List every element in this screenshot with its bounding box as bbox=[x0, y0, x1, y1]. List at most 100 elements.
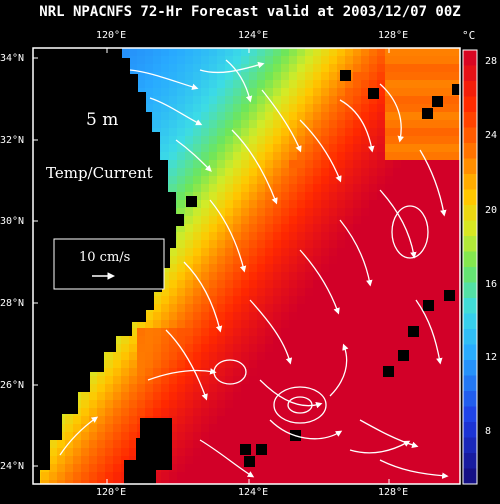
axis-ticks bbox=[33, 48, 390, 484]
colorbar-cell-5 bbox=[463, 112, 477, 128]
colorbar-tick-8: 8 bbox=[485, 426, 492, 437]
streamline-6 bbox=[299, 119, 342, 183]
colorbar-cell-7 bbox=[463, 143, 477, 159]
colorbar-cell-10 bbox=[463, 189, 477, 206]
streamline-2 bbox=[149, 97, 203, 126]
island-9 bbox=[408, 326, 419, 337]
x-tick-top-3: 128°E bbox=[378, 30, 409, 41]
colorbar-cell-8 bbox=[463, 158, 477, 175]
island-1 bbox=[340, 70, 351, 81]
colorbar-cell-4 bbox=[463, 96, 477, 113]
streamline-25 bbox=[415, 299, 443, 365]
colorbar-cell-2 bbox=[463, 65, 477, 82]
y-tick-5: 26°N bbox=[0, 380, 25, 391]
island-3 bbox=[186, 196, 197, 207]
x-tick-bottom-3: 128°E bbox=[378, 487, 409, 498]
island-12 bbox=[240, 444, 251, 455]
streamline-11 bbox=[183, 261, 223, 333]
streamline-24 bbox=[199, 439, 255, 478]
island-10 bbox=[398, 350, 409, 361]
colorbar-cell-18 bbox=[463, 313, 477, 330]
streamline-12 bbox=[165, 329, 208, 401]
streamline-17 bbox=[379, 189, 417, 259]
colorbar-cell-27 bbox=[463, 453, 477, 469]
colorbar-cell-16 bbox=[463, 282, 477, 299]
x-tick-top-2: 124°E bbox=[238, 30, 269, 41]
y-tick-6: 24°N bbox=[0, 461, 25, 472]
colorbar-cell-12 bbox=[463, 220, 477, 237]
colorbar-cell-23 bbox=[463, 391, 477, 407]
colorbar-cell-9 bbox=[463, 174, 477, 190]
streamline-13 bbox=[147, 368, 217, 381]
streamline-3 bbox=[175, 139, 212, 172]
colorbar-tick-16: 16 bbox=[485, 279, 498, 290]
y-tick-2: 32°N bbox=[0, 135, 25, 146]
taiwan-island bbox=[124, 418, 172, 484]
streamline-21 bbox=[269, 419, 343, 440]
x-tick-bottom-2: 124°E bbox=[238, 487, 269, 498]
streamline-27 bbox=[225, 59, 253, 103]
streamline-15 bbox=[299, 249, 340, 315]
island-2 bbox=[368, 88, 379, 99]
colorbar-tick-12: 12 bbox=[485, 352, 498, 363]
field-label: Temp/Current bbox=[46, 164, 153, 182]
colorbar-cell-24 bbox=[463, 406, 477, 423]
colorbar-cell-22 bbox=[463, 375, 477, 392]
chart-title: NRL NPACNFS 72-Hr Forecast valid at 2003… bbox=[39, 4, 461, 20]
eddy-1 bbox=[273, 386, 327, 424]
streamline-16 bbox=[339, 219, 373, 287]
colorbar-cell-28 bbox=[463, 468, 477, 485]
eddy-2 bbox=[287, 396, 313, 414]
island-4 bbox=[432, 96, 443, 107]
streamline-19 bbox=[259, 379, 323, 409]
map-frame bbox=[32, 47, 461, 485]
y-tick-1: 34°N bbox=[0, 53, 25, 64]
colorbar-frame bbox=[462, 49, 478, 485]
x-tick-bottom-1: 120°E bbox=[96, 487, 127, 498]
streamline-9 bbox=[231, 129, 278, 205]
streamline-10 bbox=[209, 199, 247, 273]
colorbar-tick-28: 28 bbox=[485, 56, 498, 67]
x-tick-top-1: 120°E bbox=[96, 30, 127, 41]
colorbar-cell-25 bbox=[463, 422, 477, 438]
island-5 bbox=[422, 108, 433, 119]
colorbar-cell-1 bbox=[463, 50, 477, 66]
eddy-4 bbox=[213, 359, 247, 385]
island-8 bbox=[444, 290, 455, 301]
streamline-4 bbox=[199, 61, 265, 74]
colorbar-cell-20 bbox=[463, 344, 477, 361]
island-6 bbox=[452, 84, 460, 95]
streamline-8 bbox=[379, 83, 404, 143]
colorbar-cell-19 bbox=[463, 329, 477, 345]
colorbar-cell-3 bbox=[463, 81, 477, 97]
island-13 bbox=[256, 444, 267, 455]
depth-label: 5 m bbox=[86, 110, 119, 130]
streamline-1 bbox=[129, 69, 199, 90]
y-tick-4: 28°N bbox=[0, 298, 25, 309]
eddy-3 bbox=[391, 205, 429, 259]
y-tick-3: 30°N bbox=[0, 216, 25, 227]
streamline-26 bbox=[349, 440, 411, 454]
island-15 bbox=[244, 456, 255, 467]
streamline-18 bbox=[419, 149, 447, 217]
colorbar-cell-6 bbox=[463, 127, 477, 144]
colorbar-cell-15 bbox=[463, 267, 477, 283]
streamline-20 bbox=[329, 343, 349, 397]
colorbar bbox=[462, 49, 478, 485]
streamline-23 bbox=[379, 459, 449, 479]
colorbar-units: °C bbox=[462, 29, 476, 42]
streamline-5 bbox=[261, 89, 302, 153]
streamline-28 bbox=[59, 416, 99, 456]
streamline-14 bbox=[249, 299, 293, 365]
current-streamlines bbox=[59, 59, 449, 479]
island-7 bbox=[423, 300, 434, 311]
colorbar-tick-20: 20 bbox=[485, 205, 498, 216]
vector-reference-label: 10 cm/s bbox=[79, 250, 131, 265]
colorbar-cell-14 bbox=[463, 251, 477, 268]
streamline-22 bbox=[359, 419, 419, 448]
vector-reference-box bbox=[53, 238, 165, 290]
streamline-7 bbox=[339, 99, 375, 153]
colorbar-cell-13 bbox=[463, 236, 477, 252]
